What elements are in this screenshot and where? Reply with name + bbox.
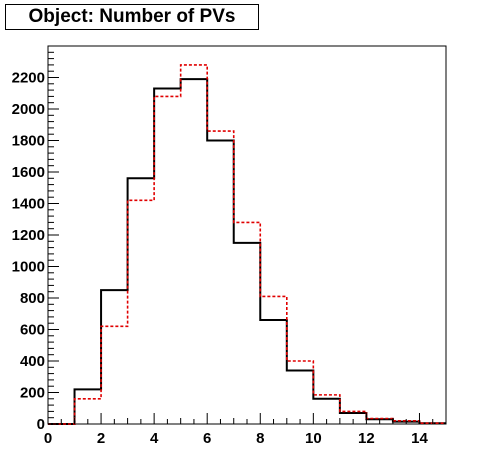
- y-tick-label: 2000: [12, 101, 45, 118]
- x-tick-label: 12: [358, 430, 375, 447]
- histogram-series-dashed: [48, 64, 446, 425]
- y-tick-label: 1800: [12, 133, 45, 150]
- series-layer: [48, 64, 446, 425]
- y-tick-label: 800: [20, 290, 45, 307]
- plot-frame: [47, 45, 447, 425]
- x-tick-label: 4: [150, 430, 159, 447]
- y-tick-label: 2200: [12, 70, 45, 87]
- x-tick-label: 10: [305, 430, 322, 447]
- histogram-series-solid: [48, 78, 446, 425]
- y-tick-label: 1000: [12, 259, 45, 276]
- y-tick-label: 200: [20, 385, 45, 402]
- chart-title: Object: Number of PVs: [5, 4, 259, 30]
- x-tick-label: 6: [203, 430, 211, 447]
- y-tick-label: 1200: [12, 227, 45, 244]
- y-tick-label: 1400: [12, 196, 45, 213]
- y-tick-label: 400: [20, 353, 45, 370]
- axis-layer: 0 2 4 6 8 10 12 14 0 200 400 600 800 1000 1200 1400 1600…: [12, 45, 447, 447]
- x-tick-label: 14: [411, 430, 428, 447]
- y-tick-label: 1600: [12, 164, 45, 181]
- y-tick-label: 0: [37, 416, 45, 433]
- y-tick-label: 600: [20, 322, 45, 339]
- x-tick-label: 8: [256, 430, 264, 447]
- x-tick-label: 0: [44, 430, 52, 447]
- x-tick-label: 2: [97, 430, 105, 447]
